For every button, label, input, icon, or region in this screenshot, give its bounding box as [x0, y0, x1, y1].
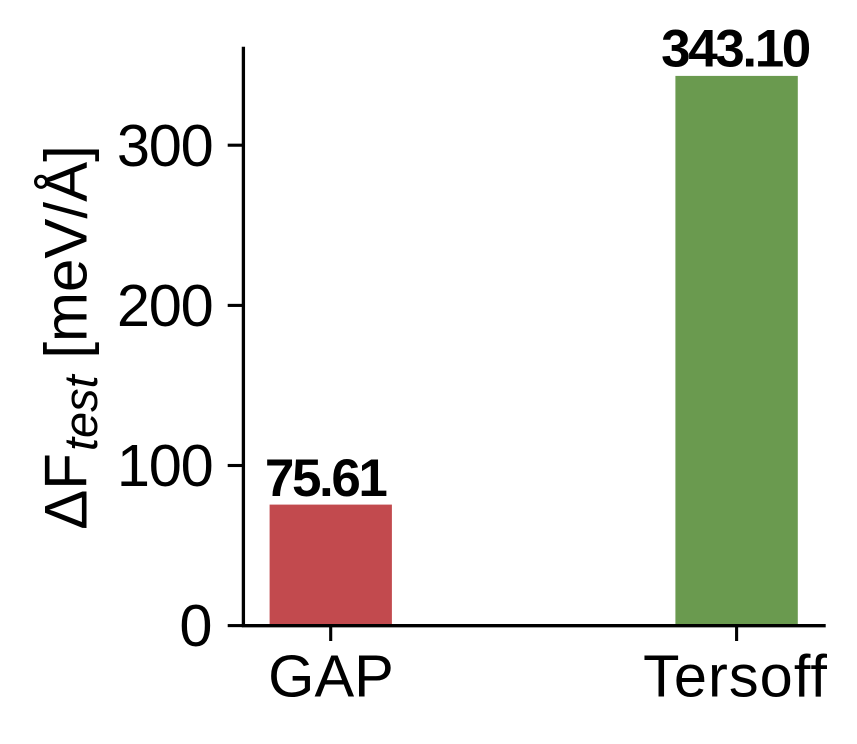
svg-text:0: 0: [179, 592, 212, 659]
svg-text:300: 300: [117, 112, 213, 179]
svg-text:Tersoff: Tersoff: [643, 642, 828, 709]
svg-text:100: 100: [117, 432, 213, 499]
svg-text:GAP: GAP: [268, 642, 394, 709]
svg-text:ΔFtest [meV/Å]: ΔFtest [meV/Å]: [33, 145, 108, 530]
svg-text:343.10: 343.10: [661, 20, 810, 79]
svg-text:75.61: 75.61: [265, 449, 387, 508]
svg-text:200: 200: [117, 272, 213, 339]
